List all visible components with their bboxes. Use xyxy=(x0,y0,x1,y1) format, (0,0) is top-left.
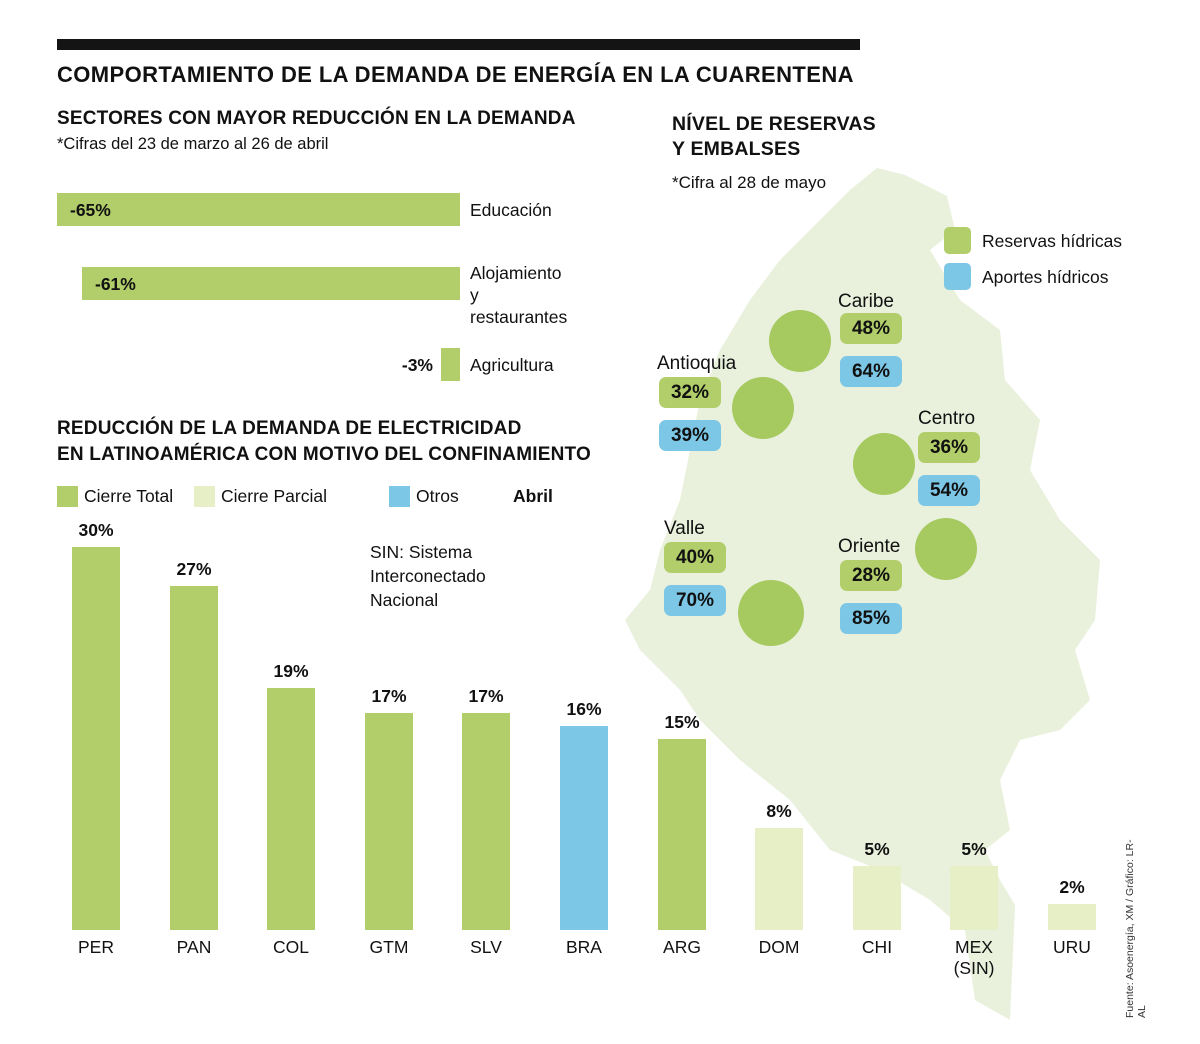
latam-bar-value: 5% xyxy=(961,839,987,859)
legend-label-reservas-hidricas: Reservas hídricas xyxy=(982,231,1123,251)
sector-bar-label: Alojamiento y restaurantes xyxy=(470,263,568,327)
region-circle-oriente xyxy=(915,518,977,580)
badge-reservas-oriente: 28% xyxy=(840,560,902,591)
region-name-caribe: Caribe xyxy=(838,291,894,312)
sector-bar-value: -3% xyxy=(401,355,433,375)
legend-label-cierre-total: Cierre Total xyxy=(84,486,174,506)
legend-label-cierre-parcial: Cierre Parcial xyxy=(221,486,327,506)
latam-axis-label: DOM xyxy=(758,937,800,957)
region-name-centro: Centro xyxy=(918,408,976,429)
sector-bar-value: -61% xyxy=(95,274,136,294)
source-credit: Fuente: Asoenergía, XM / Gráfico: LR-AL xyxy=(1124,839,1148,1018)
legend-swatch-cierre-parcial xyxy=(194,486,215,507)
sector-bar xyxy=(57,193,460,226)
legend-swatch-aportes-hidricos xyxy=(944,263,971,290)
region-name-oriente: Oriente xyxy=(838,536,901,557)
latam-axis-label: BRA xyxy=(566,937,602,957)
latam-axis-label: PER xyxy=(78,937,114,957)
latam-bar-MEX (SIN) xyxy=(950,866,998,930)
latam-bar-PER xyxy=(72,547,120,930)
badge-reservas-valle: 40% xyxy=(664,542,726,573)
latam-bar-ARG xyxy=(658,739,706,930)
badge-reservas-antioquia: 32% xyxy=(659,377,721,408)
sector-bar-label: Agricultura xyxy=(470,355,554,375)
latam-axis-label: ARG xyxy=(663,937,701,957)
colombia-shape xyxy=(625,168,1100,1020)
legend-label-aportes-hidricos: Aportes hídricos xyxy=(982,267,1109,287)
latam-bar-value: 15% xyxy=(664,712,700,732)
sectors-title: SECTORES CON MAYOR REDUCCIÓN EN LA DEMAN… xyxy=(57,108,576,129)
badge-aportes-antioquia: 39% xyxy=(659,420,721,451)
latam-axis-label: SLV xyxy=(470,937,502,957)
legend-swatch-reservas-hidricas xyxy=(944,227,971,254)
latam-bar-value: 17% xyxy=(468,686,504,706)
latam-axis-label: URU xyxy=(1053,937,1091,957)
sector-bar-value: -65% xyxy=(70,200,111,220)
sector-bar xyxy=(82,267,460,300)
badge-aportes-valle: 70% xyxy=(664,585,726,616)
badge-aportes-caribe: 64% xyxy=(840,356,902,387)
latam-axis-label: MEX (SIN) xyxy=(953,937,995,978)
latam-bar-value: 30% xyxy=(78,520,114,540)
badge-aportes-oriente: 85% xyxy=(840,603,902,634)
latam-bar-value: 2% xyxy=(1059,877,1085,897)
latam-bar-CHI xyxy=(853,866,901,930)
region-name-valle: Valle xyxy=(664,518,705,539)
legend-label-otros: Otros xyxy=(416,486,459,506)
colombia-map xyxy=(625,168,1100,1020)
region-name-antioquia: Antioquia xyxy=(657,353,737,374)
region-circle-centro xyxy=(853,433,915,495)
latam-axis-label: COL xyxy=(273,937,309,957)
badge-reservas-caribe: 48% xyxy=(840,313,902,344)
latam-bar-BRA xyxy=(560,726,608,930)
region-circle-valle xyxy=(738,580,804,646)
sin-note: SIN: Sistema Interconectado Nacional xyxy=(370,542,486,610)
latam-bar-value: 27% xyxy=(176,559,212,579)
latam-bar-value: 17% xyxy=(371,686,407,706)
latam-bar-GTM xyxy=(365,713,413,930)
latam-bar-value: 16% xyxy=(566,699,602,719)
latam-bar-SLV xyxy=(462,713,510,930)
month-label: Abril xyxy=(513,486,553,506)
reserves-title: NÍVEL DE RESERVAS Y EMBALSES xyxy=(672,113,876,160)
latam-bar-DOM xyxy=(755,828,803,930)
legend-swatch-cierre-total xyxy=(57,486,78,507)
latam-bar-value: 5% xyxy=(864,839,890,859)
badge-aportes-centro: 54% xyxy=(918,475,980,506)
sectors-subtitle: *Cifras del 23 de marzo al 26 de abril xyxy=(57,135,329,153)
latam-bar-PAN xyxy=(170,586,218,930)
latam-axis-label: PAN xyxy=(176,937,212,957)
latam-axis-label: GTM xyxy=(369,937,409,957)
latam-bar-COL xyxy=(267,688,315,930)
sector-bar-label: Educación xyxy=(470,200,552,220)
latam-axis-label: CHI xyxy=(861,937,893,957)
latam-bar-URU xyxy=(1048,904,1096,930)
latam-title: REDUCCIÓN DE LA DEMANDA DE ELECTRICIDAD … xyxy=(57,418,591,465)
sector-bar xyxy=(441,348,460,381)
region-circle-antioquia xyxy=(732,377,794,439)
region-circle-caribe xyxy=(769,310,831,372)
badge-reservas-centro: 36% xyxy=(918,432,980,463)
main-title: COMPORTAMIENTO DE LA DEMANDA DE ENERGÍA … xyxy=(57,62,854,87)
latam-bar-value: 8% xyxy=(766,801,792,821)
reserves-subtitle: *Cifra al 28 de mayo xyxy=(672,173,827,192)
top-rule xyxy=(57,39,860,50)
legend-swatch-otros xyxy=(389,486,410,507)
latam-bar-value: 19% xyxy=(273,661,309,681)
